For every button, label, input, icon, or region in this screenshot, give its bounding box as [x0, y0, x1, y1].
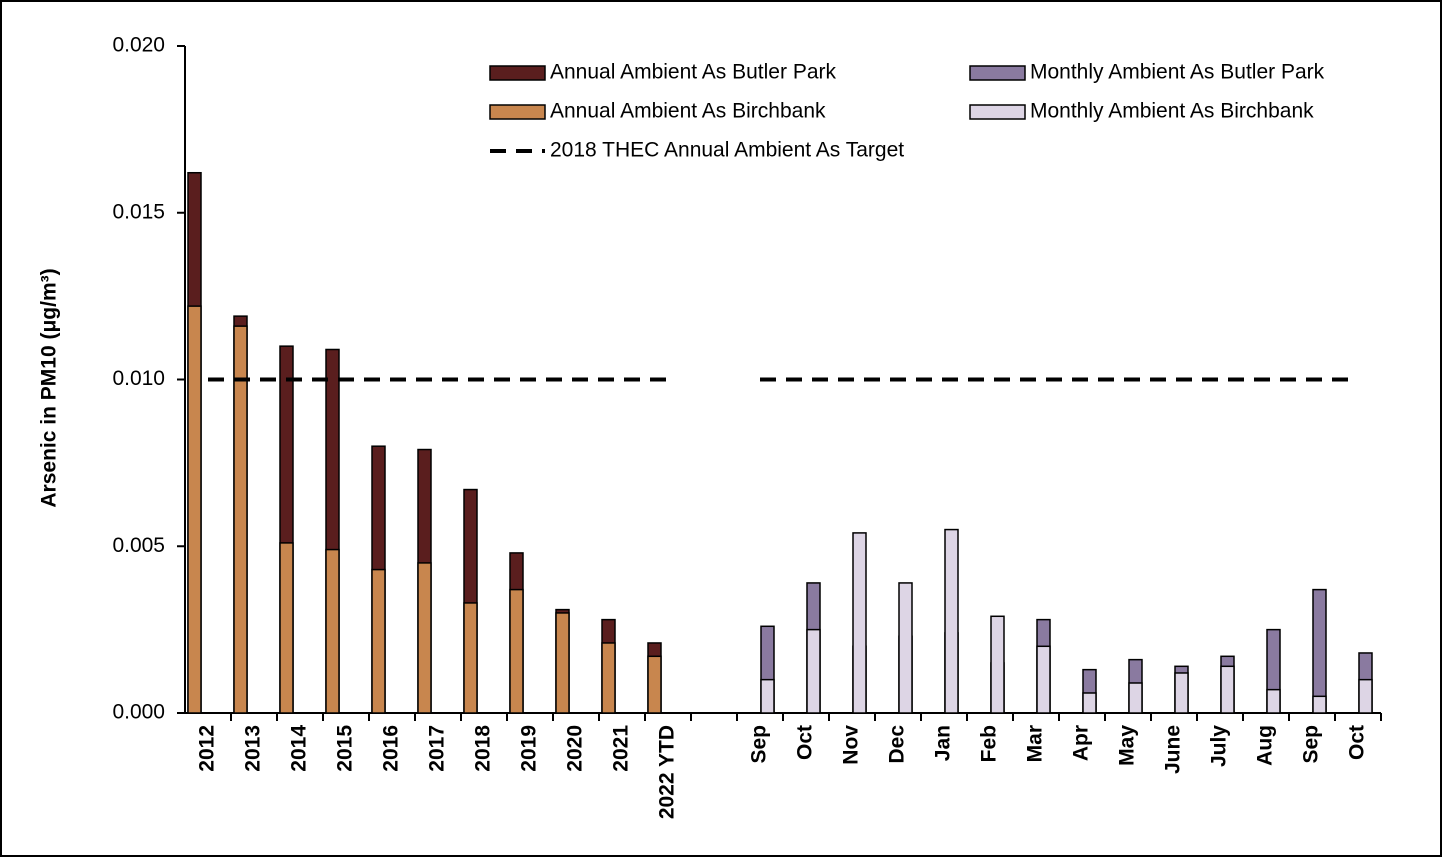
x-tick-label: Mar	[1024, 725, 1047, 762]
x-tick-label: Feb	[978, 725, 1001, 762]
x-tick-label: Dec	[886, 725, 909, 764]
x-tick-label: Sep	[1300, 725, 1323, 764]
bar	[760, 678, 775, 714]
bar	[555, 612, 570, 714]
bar	[1312, 695, 1327, 714]
x-tick-label: 2015	[334, 725, 357, 772]
x-tick-label: 2014	[288, 725, 311, 772]
bar	[233, 325, 248, 714]
y-tick-label: 0.020	[112, 34, 165, 57]
y-tick-label: 0.000	[112, 701, 165, 724]
legend-swatch	[969, 104, 1026, 120]
y-axis-label: Arsenic in PM10 (μg/m³)	[38, 268, 61, 507]
bar	[601, 642, 616, 714]
bar	[647, 655, 662, 714]
legend-swatch	[969, 65, 1026, 81]
x-tick-label: Jan	[932, 725, 955, 761]
bar	[1036, 645, 1051, 714]
x-tick-label: 2013	[242, 725, 265, 772]
x-tick-label: Apr	[1070, 725, 1093, 761]
x-tick-label: May	[1116, 725, 1139, 766]
bar	[417, 562, 432, 714]
legend-label: Monthly Ambient As Butler Park	[1030, 61, 1325, 84]
x-tick-label: 2016	[380, 725, 403, 772]
x-tick-label: Sep	[748, 725, 771, 764]
bar	[279, 542, 294, 714]
y-tick-label: 0.015	[112, 200, 165, 223]
x-tick-label: 2017	[426, 725, 449, 772]
legend-label: 2018 THEC Annual Ambient As Target	[550, 139, 904, 162]
legend-label: Annual Ambient As Butler Park	[550, 61, 836, 84]
bar	[1128, 682, 1143, 714]
bar	[1220, 665, 1235, 714]
x-tick-label: Oct	[794, 725, 817, 760]
legend-label: Annual Ambient As Birchbank	[550, 100, 826, 123]
x-tick-label: Nov	[840, 725, 863, 765]
x-tick-label: June	[1162, 725, 1185, 774]
x-tick-label: 2022 YTD	[656, 725, 679, 819]
bar	[1266, 688, 1281, 714]
y-tick-label: 0.005	[112, 534, 165, 557]
bar	[1174, 672, 1189, 714]
x-tick-label: 2012	[196, 725, 219, 772]
x-tick-label: Oct	[1346, 725, 1369, 760]
x-tick-label: Aug	[1254, 725, 1277, 766]
x-tick-label: 2020	[564, 725, 587, 772]
bar	[1358, 678, 1373, 714]
bar	[371, 568, 386, 714]
legend-label: Monthly Ambient As Birchbank	[1030, 100, 1314, 123]
y-tick-label: 0.010	[112, 367, 165, 390]
x-tick-label: 2021	[610, 725, 633, 772]
x-tick-label: 2019	[518, 725, 541, 772]
bar	[944, 528, 959, 714]
legend-swatch	[489, 104, 546, 120]
bar	[806, 628, 821, 714]
x-tick-label: 2018	[472, 725, 495, 772]
bar	[509, 588, 524, 714]
bar	[325, 548, 340, 714]
bar	[990, 615, 1005, 714]
bar	[898, 582, 913, 714]
bar	[187, 305, 202, 714]
bar	[1082, 692, 1097, 714]
bar	[852, 532, 867, 714]
bar	[463, 602, 478, 714]
legend-swatch	[489, 65, 546, 81]
bar	[1312, 588, 1327, 714]
x-tick-label: July	[1208, 725, 1231, 767]
